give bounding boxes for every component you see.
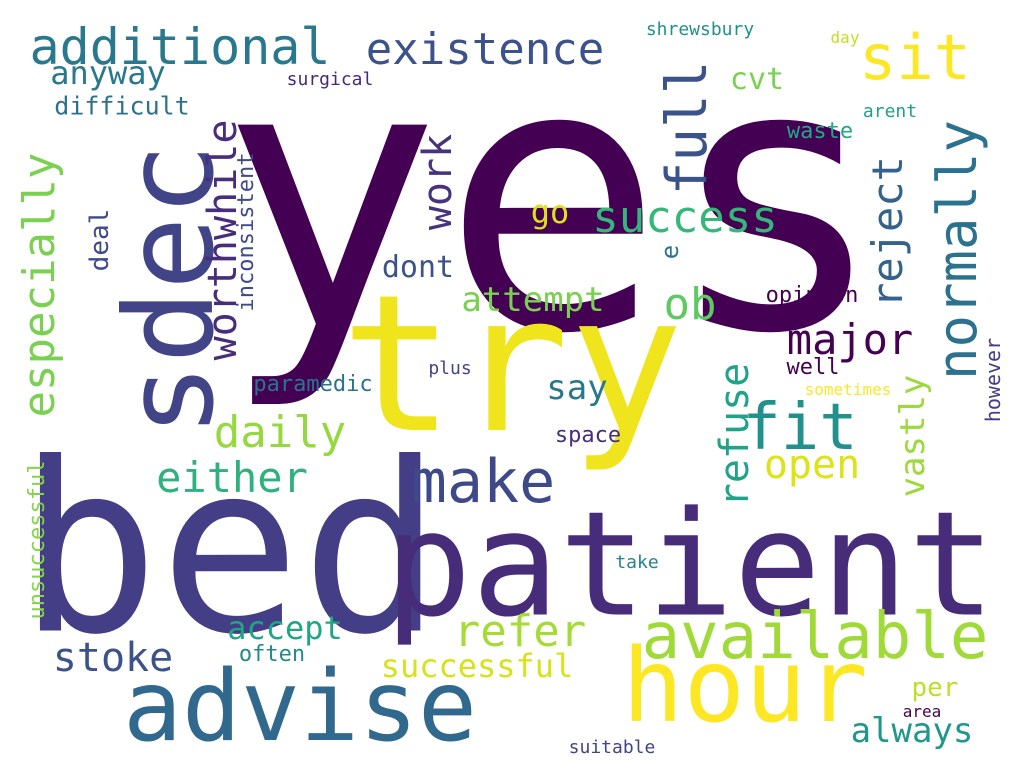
word-cvt: cvt	[729, 62, 785, 97]
word-unsuccessful: unsuccessful	[25, 460, 50, 620]
word-paramedic: paramedic	[253, 372, 373, 397]
word-either: either	[156, 453, 308, 502]
word-additional: additional	[29, 18, 331, 76]
word-stoke: stoke	[52, 635, 174, 681]
word-attempt: attempt	[461, 280, 605, 320]
word-take: take	[615, 552, 659, 573]
word-normally: normally	[926, 119, 989, 381]
word-refer: refer	[453, 606, 587, 657]
word-space: space	[554, 423, 622, 448]
word-daily: daily	[213, 407, 347, 458]
word-advise: advise	[122, 650, 478, 764]
word-yes: yes	[218, 0, 888, 415]
word-existence: existence	[365, 24, 605, 75]
word-full: full	[655, 60, 720, 196]
word-area: area	[902, 702, 942, 721]
word-ob: ob	[663, 279, 717, 330]
word-however: however	[981, 337, 1005, 423]
word-reject: reject	[863, 156, 912, 308]
word-success: success	[592, 192, 778, 243]
word-try: try	[340, 254, 684, 475]
word-go: go	[530, 193, 570, 231]
word-sometimes: sometimes	[804, 380, 892, 399]
word-surgical: surgical	[286, 69, 374, 90]
word-plus: plus	[428, 358, 472, 379]
word-anyway: anyway	[50, 54, 166, 92]
word-inconsistent: inconsistent	[234, 152, 259, 312]
word-dont: dont	[381, 250, 455, 285]
word-especially: especially	[14, 152, 65, 418]
word-vastly: vastly	[893, 374, 933, 498]
word-always: always	[850, 711, 974, 751]
word-major: major	[786, 315, 914, 364]
word-make: make	[410, 447, 556, 517]
word-shrewsbury: shrewsbury	[645, 19, 755, 40]
word-suitable: suitable	[568, 737, 656, 758]
word-often: often	[238, 642, 306, 667]
word-opinion: opinion	[765, 283, 859, 308]
word-work: work	[415, 133, 461, 231]
word-deal: deal	[85, 208, 115, 272]
word-arent: arent	[862, 101, 918, 122]
word-refuse: refuse	[712, 362, 758, 508]
word-available: available	[641, 600, 989, 674]
word-difficult: difficult	[54, 91, 190, 121]
word-say: say	[546, 368, 608, 408]
word-sit: sit	[859, 21, 971, 94]
word-open: open	[763, 442, 861, 488]
word-bed: bed	[17, 413, 443, 687]
word-successful: successful	[380, 647, 574, 685]
word-hour: hour	[622, 627, 868, 746]
word-e: e	[656, 244, 684, 260]
word-waste: waste	[786, 119, 854, 144]
word-patient: patient	[384, 480, 996, 650]
word-per: per	[911, 673, 959, 703]
word-accept: accept	[227, 609, 343, 647]
word-day: day	[830, 28, 860, 47]
word-well: well	[786, 355, 840, 380]
word-fit: fit	[742, 391, 858, 465]
